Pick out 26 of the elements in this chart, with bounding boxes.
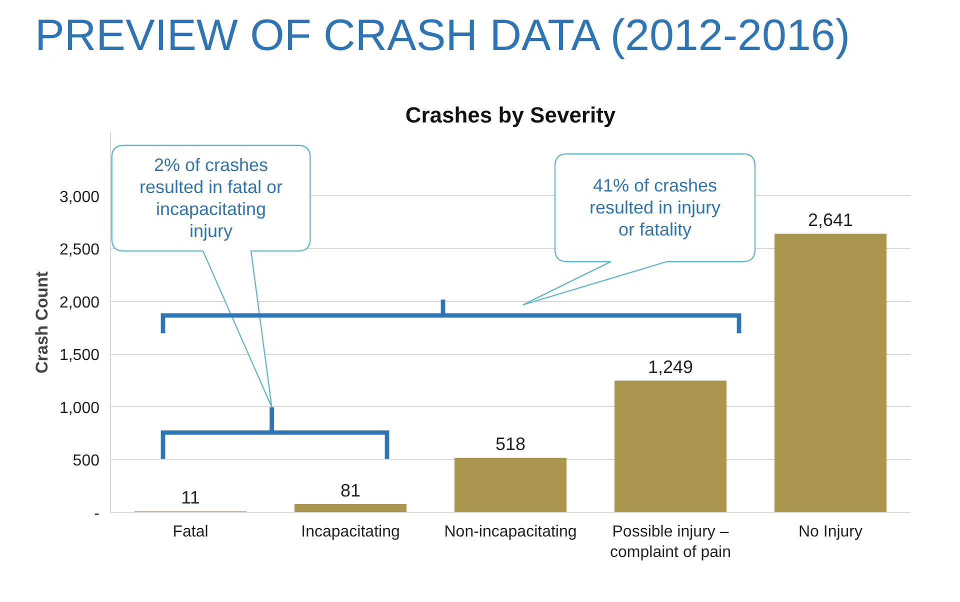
- data-label: 1,249: [648, 357, 694, 378]
- x-tick-label: Possible injury – complaint of pain: [610, 524, 731, 561]
- y-tick-label: 2,500: [59, 242, 100, 259]
- chart-title: PREVIEW OF CRASH DATA (2012-2016): [35, 10, 850, 62]
- data-label: 81: [340, 480, 361, 500]
- annotation: 41% of crashes resulted in injury or fatality: [589, 176, 721, 240]
- y-tick-label: -: [94, 506, 100, 522]
- y-tick-label: 1,500: [59, 347, 100, 364]
- chart-subtitle: Crashes by Severity: [405, 102, 616, 128]
- data-label: 2,641: [808, 210, 854, 230]
- bar: [774, 234, 886, 512]
- annotation: 2% of crashes resulted in fatal or incapacitating injury: [139, 155, 283, 242]
- bar: [294, 504, 406, 512]
- y-axis-title: Crash Count: [32, 271, 52, 374]
- y-tick-label: 2,000: [59, 294, 100, 312]
- y-tick-label: 1,000: [59, 400, 100, 417]
- data-label: 518: [495, 434, 526, 454]
- bar: [614, 380, 726, 512]
- x-tick-label: Incapacitating: [301, 524, 400, 540]
- y-tick-label: 3,000: [59, 188, 100, 206]
- x-tick-label: Fatal: [172, 524, 208, 540]
- y-tick-label: 500: [72, 452, 100, 470]
- bar: [454, 458, 566, 512]
- x-tick-label: Non-incapacitating: [444, 524, 577, 540]
- x-tick-label: No Injury: [798, 524, 863, 540]
- data-label: 11: [181, 488, 200, 508]
